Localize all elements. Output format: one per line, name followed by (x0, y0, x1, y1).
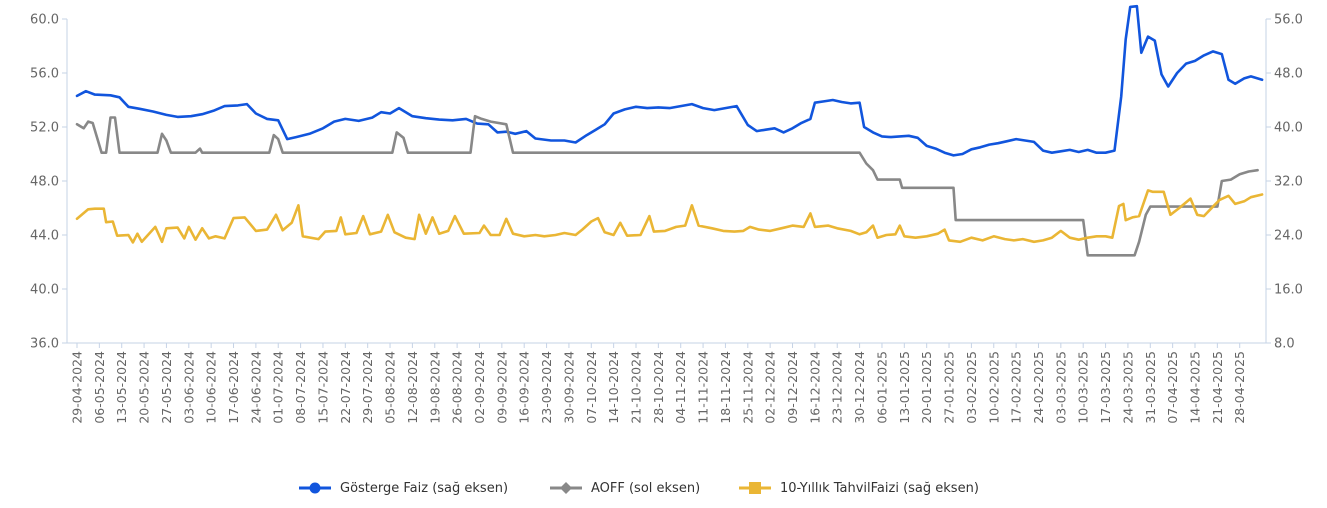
x-tick-label: 21-04-2025 (1210, 351, 1225, 424)
x-tick-label: 25-11-2024 (740, 351, 755, 424)
right-y-axis: 8.0 16.0 24.0 32.0 40.0 48.0 56.0 (1266, 13, 1303, 352)
x-tick-label: 16-12-2024 (807, 351, 822, 424)
x-axis: 29-04-2024 06-05-2024 13-05-2024 20-05-2024… (70, 343, 1247, 424)
x-tick-label: 29-04-2024 (70, 351, 85, 424)
x-tick-label: 27-05-2024 (159, 351, 174, 424)
legend-label: 10-Yıllık TahvilFaizi (sağ eksen) (780, 480, 979, 496)
left-tick-label: 52.0 (30, 121, 59, 136)
x-tick-label: 20-05-2024 (137, 351, 152, 424)
legend-item-gosterge-faiz[interactable]: Gösterge Faiz (sağ eksen) (298, 476, 508, 500)
x-tick-label: 27-01-2025 (942, 351, 957, 424)
x-tick-label: 17-03-2025 (1098, 351, 1113, 424)
x-tick-label: 24-06-2024 (248, 351, 263, 424)
x-tick-label: 19-08-2024 (427, 351, 442, 424)
x-tick-label: 06-01-2025 (874, 351, 889, 424)
x-tick-label: 12-08-2024 (405, 351, 420, 424)
x-tick-label: 03-02-2025 (964, 351, 979, 424)
x-tick-label: 04-11-2024 (673, 351, 688, 424)
left-tick-label: 40.0 (30, 283, 59, 298)
right-tick-label: 40.0 (1274, 121, 1303, 136)
x-tick-label: 23-09-2024 (539, 351, 554, 424)
x-tick-label: 10-03-2025 (1076, 351, 1091, 424)
series-line-0 (75, 4, 1264, 157)
x-tick-label: 08-07-2024 (293, 351, 308, 424)
x-tick-label: 10-06-2024 (204, 351, 219, 424)
legend-item-tahvil-faizi[interactable]: 10-Yıllık TahvilFaizi (sağ eksen) (738, 476, 979, 500)
x-tick-label: 23-12-2024 (830, 351, 845, 424)
left-tick-label: 36.0 (30, 337, 59, 352)
x-tick-label: 13-01-2025 (897, 351, 912, 424)
legend-marker-blue-circle-icon (299, 482, 331, 494)
x-tick-label: 11-11-2024 (696, 351, 711, 424)
x-tick-label: 13-05-2024 (114, 351, 129, 424)
x-tick-label: 14-04-2025 (1188, 351, 1203, 424)
series-line-2 (75, 189, 1264, 244)
x-tick-label: 06-05-2024 (92, 351, 107, 424)
x-tick-label: 07-10-2024 (584, 351, 599, 424)
series-line-1 (75, 114, 1259, 257)
right-tick-label: 8.0 (1274, 337, 1295, 352)
chart-axes (66, 19, 1267, 344)
right-tick-label: 24.0 (1274, 229, 1303, 244)
x-tick-label: 29-07-2024 (360, 351, 375, 424)
legend-label: AOFF (sol eksen) (591, 480, 701, 496)
x-tick-label: 02-09-2024 (472, 351, 487, 424)
x-tick-label: 22-07-2024 (338, 351, 353, 424)
x-tick-label: 26-08-2024 (450, 351, 465, 424)
x-tick-label: 28-04-2025 (1232, 351, 1247, 424)
x-tick-label: 07-04-2025 (1165, 351, 1180, 424)
left-tick-label: 56.0 (30, 67, 59, 82)
x-tick-label: 09-12-2024 (785, 351, 800, 424)
x-tick-label: 03-03-2025 (1053, 351, 1068, 424)
left-tick-label: 60.0 (30, 13, 59, 28)
x-tick-label: 14-10-2024 (606, 351, 621, 424)
series-layer (75, 4, 1264, 257)
x-tick-label: 24-03-2025 (1120, 351, 1135, 424)
x-tick-label: 21-10-2024 (629, 351, 644, 424)
x-tick-label: 16-09-2024 (517, 351, 532, 424)
chart-legend: Gösterge Faiz (sağ eksen) AOFF (sol ekse… (0, 476, 1327, 500)
right-tick-label: 48.0 (1274, 67, 1303, 82)
legend-marker-yellow-square-icon (739, 482, 771, 494)
right-tick-label: 32.0 (1274, 175, 1303, 190)
x-tick-label: 01-07-2024 (271, 351, 286, 424)
x-tick-label: 24-02-2025 (1031, 351, 1046, 424)
x-tick-label: 31-03-2025 (1143, 351, 1158, 424)
x-tick-label: 20-01-2025 (919, 351, 934, 424)
x-tick-label: 09-09-2024 (494, 351, 509, 424)
x-tick-label: 17-06-2024 (226, 351, 241, 424)
left-tick-label: 48.0 (30, 175, 59, 190)
left-tick-label: 44.0 (30, 229, 59, 244)
x-tick-label: 28-10-2024 (651, 351, 666, 424)
x-tick-label: 30-09-2024 (561, 351, 576, 424)
legend-item-aoff[interactable]: AOFF (sol eksen) (549, 476, 700, 500)
x-tick-label: 30-12-2024 (852, 351, 867, 424)
x-tick-label: 17-02-2025 (1009, 351, 1024, 424)
legend-label: Gösterge Faiz (sağ eksen) (340, 480, 509, 496)
right-tick-label: 56.0 (1274, 13, 1303, 28)
x-tick-label: 03-06-2024 (181, 351, 196, 424)
x-tick-label: 18-11-2024 (718, 351, 733, 424)
x-tick-label: 02-12-2024 (763, 351, 778, 424)
line-chart: 36.0 40.0 44.0 48.0 52.0 56.0 60.0 8.0 16.0 24.0… (30, 4, 1303, 424)
legend-marker-gray-diamond-icon (550, 482, 582, 494)
x-tick-label: 15-07-2024 (315, 351, 330, 424)
x-tick-label: 05-08-2024 (383, 351, 398, 424)
left-y-axis: 36.0 40.0 44.0 48.0 52.0 56.0 60.0 (30, 13, 67, 352)
right-tick-label: 16.0 (1274, 283, 1303, 298)
x-tick-label: 10-02-2025 (986, 351, 1001, 424)
